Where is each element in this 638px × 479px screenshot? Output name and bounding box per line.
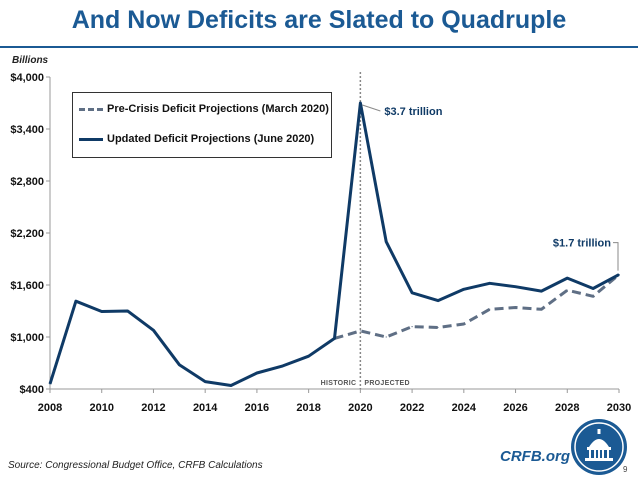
data-point xyxy=(592,287,594,290)
data-point xyxy=(540,290,543,292)
capitol-seal-icon xyxy=(571,419,627,475)
data-point xyxy=(75,300,77,302)
divider-group: HISTORIC PROJECTED xyxy=(321,72,410,389)
data-point xyxy=(385,241,387,243)
x-tick-label: 2010 xyxy=(89,402,113,414)
y-tick-label: $2,800 xyxy=(10,176,44,188)
data-point xyxy=(566,277,568,279)
annotation-leader xyxy=(613,242,619,271)
annotation-leader xyxy=(362,104,381,112)
x-tick-label: 2028 xyxy=(555,402,579,414)
x-tick-label: 2030 xyxy=(607,402,631,414)
data-point xyxy=(282,365,284,367)
data-point xyxy=(437,300,439,302)
legend-label: Pre-Crisis Deficit Projections (March 20… xyxy=(107,103,329,115)
data-point xyxy=(308,355,310,357)
data-point xyxy=(385,336,387,338)
annotation-3-7-trillion: $3.7 trillion xyxy=(384,106,442,118)
x-tick-label: 2016 xyxy=(245,402,269,414)
data-point xyxy=(566,289,568,291)
title-divider xyxy=(0,46,638,48)
data-point xyxy=(540,308,543,310)
legend-label: Updated Deficit Projections (June 2020) xyxy=(107,133,315,145)
series-line-pre-crisis xyxy=(334,273,620,340)
data-point xyxy=(514,306,517,309)
annotation-1-7-trillion: $1.7 trillion xyxy=(553,238,611,250)
x-tick-label: 2018 xyxy=(296,402,320,414)
x-tick-label: 2020 xyxy=(348,402,372,414)
data-point xyxy=(152,329,155,331)
legend-item-updated: Updated Deficit Projections (June 2020) xyxy=(79,131,314,147)
legend-swatch-dashed xyxy=(79,107,103,111)
y-tick-label: $3,400 xyxy=(10,124,44,136)
data-point xyxy=(359,102,361,104)
chart-title: And Now Deficits are Slated to Quadruple xyxy=(71,6,567,34)
data-point xyxy=(463,288,465,290)
data-point xyxy=(514,286,517,288)
y-tick-label: $400 xyxy=(20,384,44,396)
page-number: 9 xyxy=(623,465,628,474)
y-tick-label: $4,000 xyxy=(10,72,44,84)
data-point xyxy=(437,326,439,329)
data-point xyxy=(49,383,51,385)
site-link[interactable]: CRFB.org xyxy=(500,448,570,465)
historic-label: HISTORIC xyxy=(321,380,357,387)
data-point xyxy=(178,364,180,366)
data-point xyxy=(204,381,206,383)
x-tick-label: 2014 xyxy=(193,402,218,414)
data-point xyxy=(256,372,258,374)
x-tick-label: 2012 xyxy=(141,402,165,414)
y-tick-label: $2,200 xyxy=(10,228,44,240)
y-tick-label: $1,000 xyxy=(10,332,44,344)
legend-swatch-solid xyxy=(79,137,103,141)
legend-item-pre-crisis: Pre-Crisis Deficit Projections (March 20… xyxy=(79,101,329,117)
data-point xyxy=(618,274,620,276)
y-tick-label: $1,600 xyxy=(10,280,44,292)
source-note: Source: Congressional Budget Office, CRF… xyxy=(8,460,263,471)
data-point xyxy=(230,384,232,387)
data-point xyxy=(463,323,465,325)
series-group xyxy=(48,101,620,387)
data-point xyxy=(411,292,413,294)
data-point xyxy=(333,337,336,339)
x-tick-label: 2024 xyxy=(452,402,477,414)
data-point xyxy=(411,326,413,328)
x-tick-label: 2026 xyxy=(503,402,527,414)
data-point xyxy=(101,310,103,313)
data-point xyxy=(489,308,491,310)
x-tick-label: 2008 xyxy=(38,402,62,414)
data-point xyxy=(359,330,361,332)
data-point xyxy=(489,282,491,284)
x-tick-label: 2022 xyxy=(400,402,424,414)
data-point xyxy=(126,310,129,312)
units-label: Billions xyxy=(12,55,49,66)
data-point xyxy=(592,295,594,297)
projected-label: PROJECTED xyxy=(364,380,410,387)
axes-group: $400 $1,000 $1,600 $2,200 $2,800 $3,400 $4,000… xyxy=(10,72,631,414)
annotation-group: $3.7 trillion $1.7 trillion xyxy=(362,104,619,271)
legend: Pre-Crisis Deficit Projections (March 20… xyxy=(72,92,332,158)
